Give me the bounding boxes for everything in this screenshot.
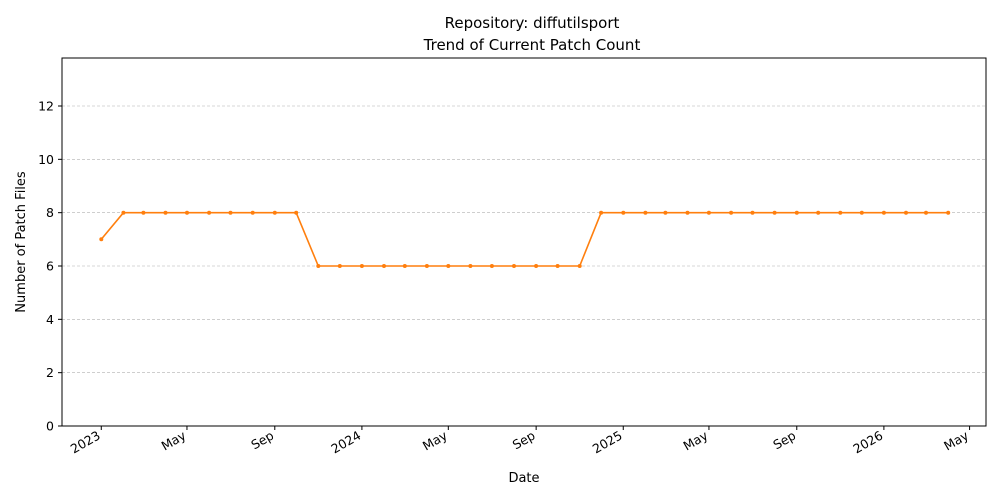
x-tick-label: May [681, 427, 711, 453]
data-point [685, 210, 690, 215]
x-tick-label: 2024 [328, 428, 363, 457]
y-tick-label: 4 [46, 312, 54, 327]
data-point [402, 264, 407, 268]
data-point [424, 264, 429, 268]
data-point [185, 210, 189, 215]
x-axis: 2023 May Sep 2024 May Sep 2025 May Sep 2026 May [68, 426, 972, 457]
data-point [446, 264, 451, 268]
x-tick-label: May [420, 427, 450, 453]
data-point [706, 210, 711, 215]
data-point [359, 264, 364, 268]
x-tick-label: May [941, 427, 971, 453]
data-point [294, 210, 299, 215]
data-point [207, 210, 212, 215]
chart-subtitle: Trend of Current Patch Count [423, 36, 641, 54]
data-point [946, 210, 951, 215]
x-tick-label: 2026 [850, 428, 885, 457]
plot-frame [61, 57, 987, 427]
data-point [99, 237, 104, 242]
data-point [599, 210, 604, 215]
data-point [534, 264, 539, 268]
data-point [750, 210, 755, 215]
data-point [838, 210, 843, 215]
x-axis-label: Date [508, 471, 539, 486]
data-point [772, 210, 777, 215]
x-tick-label: 2025 [590, 428, 625, 457]
series-layer [99, 210, 951, 268]
data-point [250, 210, 255, 215]
data-point [141, 210, 146, 215]
x-tick-label: Sep [770, 428, 798, 453]
x-tick-label: 2023 [68, 428, 103, 457]
data-point [382, 264, 386, 268]
y-tick-label: 10 [38, 152, 54, 167]
y-tick-label: 2 [46, 365, 54, 380]
data-point [816, 210, 821, 215]
data-point [468, 264, 473, 268]
data-point [729, 210, 734, 215]
x-tick-label: Sep [248, 428, 276, 453]
series-line [100, 211, 949, 267]
data-point [228, 210, 233, 215]
data-point [859, 210, 864, 215]
chart-title: Repository: diffutilsport [445, 14, 620, 32]
data-point [272, 210, 277, 215]
data-point [489, 264, 494, 268]
data-point [512, 264, 516, 268]
x-tick-label: Sep [510, 428, 538, 453]
data-point [337, 264, 342, 268]
y-axis-label: Number of Patch Files [14, 171, 29, 313]
data-point [163, 210, 168, 215]
y-tick-label: 12 [38, 99, 54, 114]
data-point [316, 264, 321, 268]
data-point [577, 264, 582, 268]
x-tick-label: May [159, 427, 189, 453]
data-point [924, 210, 928, 215]
data-point [121, 210, 126, 215]
data-point [555, 264, 560, 268]
data-point [794, 210, 799, 215]
y-axis: 0 2 4 6 8 10 12 [38, 99, 62, 434]
data-point [621, 210, 626, 215]
grid-lines [62, 105, 986, 373]
y-tick-label: 0 [46, 419, 54, 434]
y-tick-label: 6 [46, 259, 54, 274]
data-point [663, 210, 668, 215]
data-point [904, 210, 908, 215]
data-point [643, 210, 648, 215]
y-tick-label: 8 [46, 205, 54, 220]
data-point [881, 210, 886, 215]
